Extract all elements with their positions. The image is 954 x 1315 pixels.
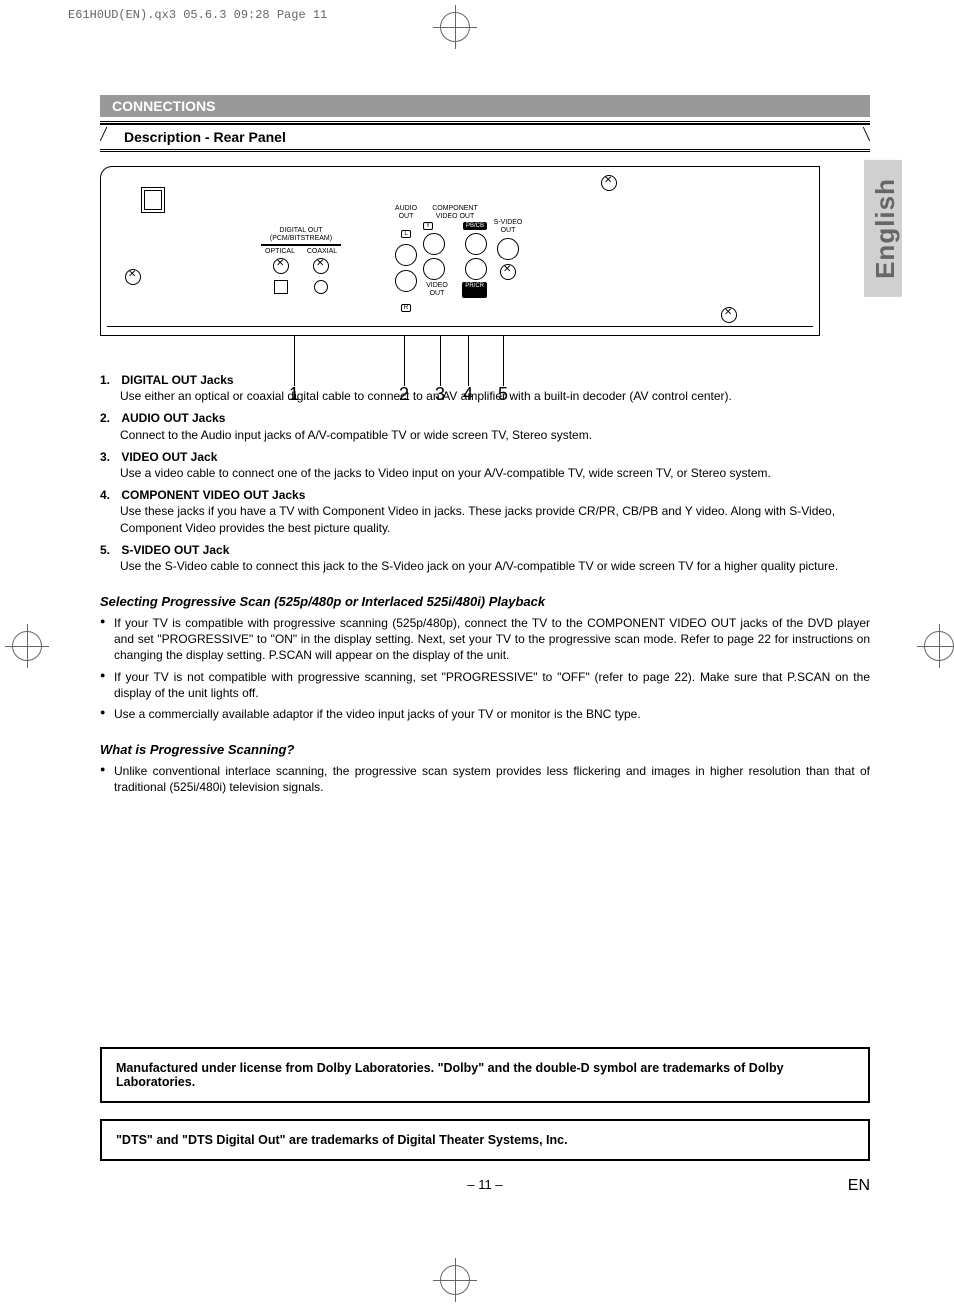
r-badge: R (391, 296, 421, 314)
print-header: E61H0UD(EN).qx3 05.6.3 09:28 Page 11 (68, 8, 327, 22)
desc-title: COMPONENT VIDEO OUT Jacks (121, 488, 305, 502)
svideo-port (497, 238, 519, 260)
digital-out-label: DIGITAL OUT (261, 227, 341, 235)
desc-num: 4. (100, 487, 118, 503)
callout-num-3: 3 (435, 384, 445, 405)
callout-line-3 (440, 336, 441, 386)
desc-item: 1. DIGITAL OUT Jacks Use either an optic… (100, 372, 870, 404)
page-number: – 11 – (467, 1177, 502, 1192)
digital-out-sublabel: (PCM/BITSTREAM) (261, 235, 341, 243)
bullet-list-2: Unlike conventional interlace scanning, … (100, 763, 870, 795)
desc-item: 3. VIDEO OUT Jack Use a video cable to c… (100, 449, 870, 481)
title-rule-top (100, 121, 870, 122)
desc-item: 4. COMPONENT VIDEO OUT Jacks Use these j… (100, 487, 870, 536)
prcr-port (465, 258, 487, 280)
audio-r-port (395, 270, 417, 292)
description-list: 1. DIGITAL OUT Jacks Use either an optic… (100, 372, 870, 574)
rear-panel-diagram-wrap: DIGITAL OUT (PCM/BITSTREAM) OPTICAL COAX… (100, 166, 870, 336)
desc-title: AUDIO OUT Jacks (121, 411, 225, 425)
svideo-out-label: S-VIDEO OUT (491, 219, 525, 234)
desc-num: 5. (100, 542, 118, 558)
desc-title: S-VIDEO OUT Jack (121, 543, 229, 557)
screw-icon (601, 175, 617, 191)
optical-port (274, 280, 288, 294)
spacer (100, 801, 870, 1031)
bullet-item: If your TV is compatible with progressiv… (100, 615, 870, 664)
screw-icon (273, 258, 289, 274)
desc-item: 2. AUDIO OUT Jacks Connect to the Audio … (100, 410, 870, 442)
subhead-what-is-progressive: What is Progressive Scanning? (100, 742, 870, 757)
page-footer: – 11 – EN (100, 1177, 870, 1192)
audio-l-port (395, 244, 417, 266)
component-out-block: COMPONENT VIDEO OUT Y PB/CB VIDEO OUT PR… (423, 205, 487, 298)
pbcb-badge: PB/CB (463, 222, 487, 230)
component-out-label: COMPONENT VIDEO OUT (423, 205, 487, 220)
subhead-progressive-scan: Selecting Progressive Scan (525p/480p or… (100, 594, 870, 609)
coaxial-label: COAXIAL (303, 248, 341, 256)
desc-title: VIDEO OUT Jack (121, 450, 217, 464)
digital-out-rule (261, 244, 341, 246)
callout-num-2: 2 (399, 384, 409, 405)
bullet-item: Use a commercially available adaptor if … (100, 706, 870, 722)
video-out-label: VIDEO OUT (423, 282, 451, 297)
desc-num: 1. (100, 372, 118, 388)
bullet-list-1: If your TV is compatible with progressiv… (100, 615, 870, 722)
desc-item: 5. S-VIDEO OUT Jack Use the S-Video cabl… (100, 542, 870, 574)
registration-mark-bottom (440, 1265, 470, 1295)
svideo-out-block: S-VIDEO OUT (491, 219, 525, 284)
callout-line-1 (294, 336, 295, 386)
callout-num-5: 5 (498, 384, 508, 405)
registration-mark-right (924, 631, 954, 661)
desc-title: DIGITAL OUT Jacks (121, 373, 233, 387)
ac-port-inner (144, 190, 162, 210)
screw-icon (721, 307, 737, 323)
audio-out-block: AUDIO OUT L R (391, 205, 421, 314)
optical-label: OPTICAL (261, 248, 299, 256)
screw-icon (500, 264, 516, 280)
screw-icon (313, 258, 329, 274)
callout-line-4 (468, 336, 469, 386)
desc-text: Use a video cable to connect one of the … (120, 465, 870, 481)
title-rule-bottom (100, 151, 870, 152)
desc-text: Connect to the Audio input jacks of A/V-… (120, 427, 870, 443)
l-badge: L (391, 222, 421, 240)
callout-num-4: 4 (463, 384, 473, 405)
callout-line-2 (404, 336, 405, 386)
title-cut-left (100, 127, 113, 141)
y-badge: Y (423, 222, 433, 230)
rear-panel-diagram: DIGITAL OUT (PCM/BITSTREAM) OPTICAL COAX… (100, 166, 820, 336)
page-content: CONNECTIONS Description - Rear Panel DIG… (100, 95, 870, 1192)
desc-num: 2. (100, 410, 118, 426)
desc-num: 3. (100, 449, 118, 465)
digital-out-block: DIGITAL OUT (PCM/BITSTREAM) OPTICAL COAX… (261, 227, 341, 294)
y-port (423, 233, 445, 255)
section-title-bar: Description - Rear Panel (100, 123, 870, 150)
audio-out-label: AUDIO OUT (391, 205, 421, 220)
dolby-notice: Manufactured under license from Dolby La… (100, 1047, 870, 1103)
page-language-code: EN (848, 1177, 870, 1195)
bullet-item: If your TV is not compatible with progre… (100, 669, 870, 701)
title-cut-right (858, 127, 871, 141)
desc-text: Use either an optical or coaxial digital… (120, 388, 870, 404)
prcr-badge: PR/CR (462, 282, 487, 297)
screw-icon (125, 269, 141, 285)
video-port (423, 258, 445, 280)
diagram-baseline (107, 326, 813, 327)
dts-notice: "DTS" and "DTS Digital Out" are trademar… (100, 1119, 870, 1161)
pbcb-port (465, 233, 487, 255)
callout-num-1: 1 (289, 384, 299, 405)
section-title: Description - Rear Panel (124, 129, 286, 145)
registration-mark-left (12, 631, 42, 661)
desc-text: Use these jacks if you have a TV with Co… (120, 503, 870, 535)
callout-line-5 (503, 336, 504, 386)
bullet-item: Unlike conventional interlace scanning, … (100, 763, 870, 795)
coaxial-port (314, 280, 328, 294)
section-header: CONNECTIONS (100, 95, 870, 117)
desc-text: Use the S-Video cable to connect this ja… (120, 558, 870, 574)
registration-mark-top (440, 12, 470, 42)
